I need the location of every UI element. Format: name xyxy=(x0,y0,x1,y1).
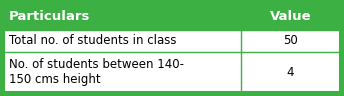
Text: 50: 50 xyxy=(283,34,298,48)
FancyBboxPatch shape xyxy=(241,4,340,30)
Text: Value: Value xyxy=(270,10,311,24)
FancyBboxPatch shape xyxy=(4,30,241,52)
FancyBboxPatch shape xyxy=(241,30,340,52)
Text: Total no. of students in class: Total no. of students in class xyxy=(9,34,176,48)
FancyBboxPatch shape xyxy=(4,52,241,92)
FancyBboxPatch shape xyxy=(4,4,241,30)
FancyBboxPatch shape xyxy=(241,52,340,92)
Text: No. of students between 140-
150 cms height: No. of students between 140- 150 cms hei… xyxy=(9,58,184,86)
Text: 4: 4 xyxy=(287,65,294,79)
Text: Particulars: Particulars xyxy=(9,10,90,24)
